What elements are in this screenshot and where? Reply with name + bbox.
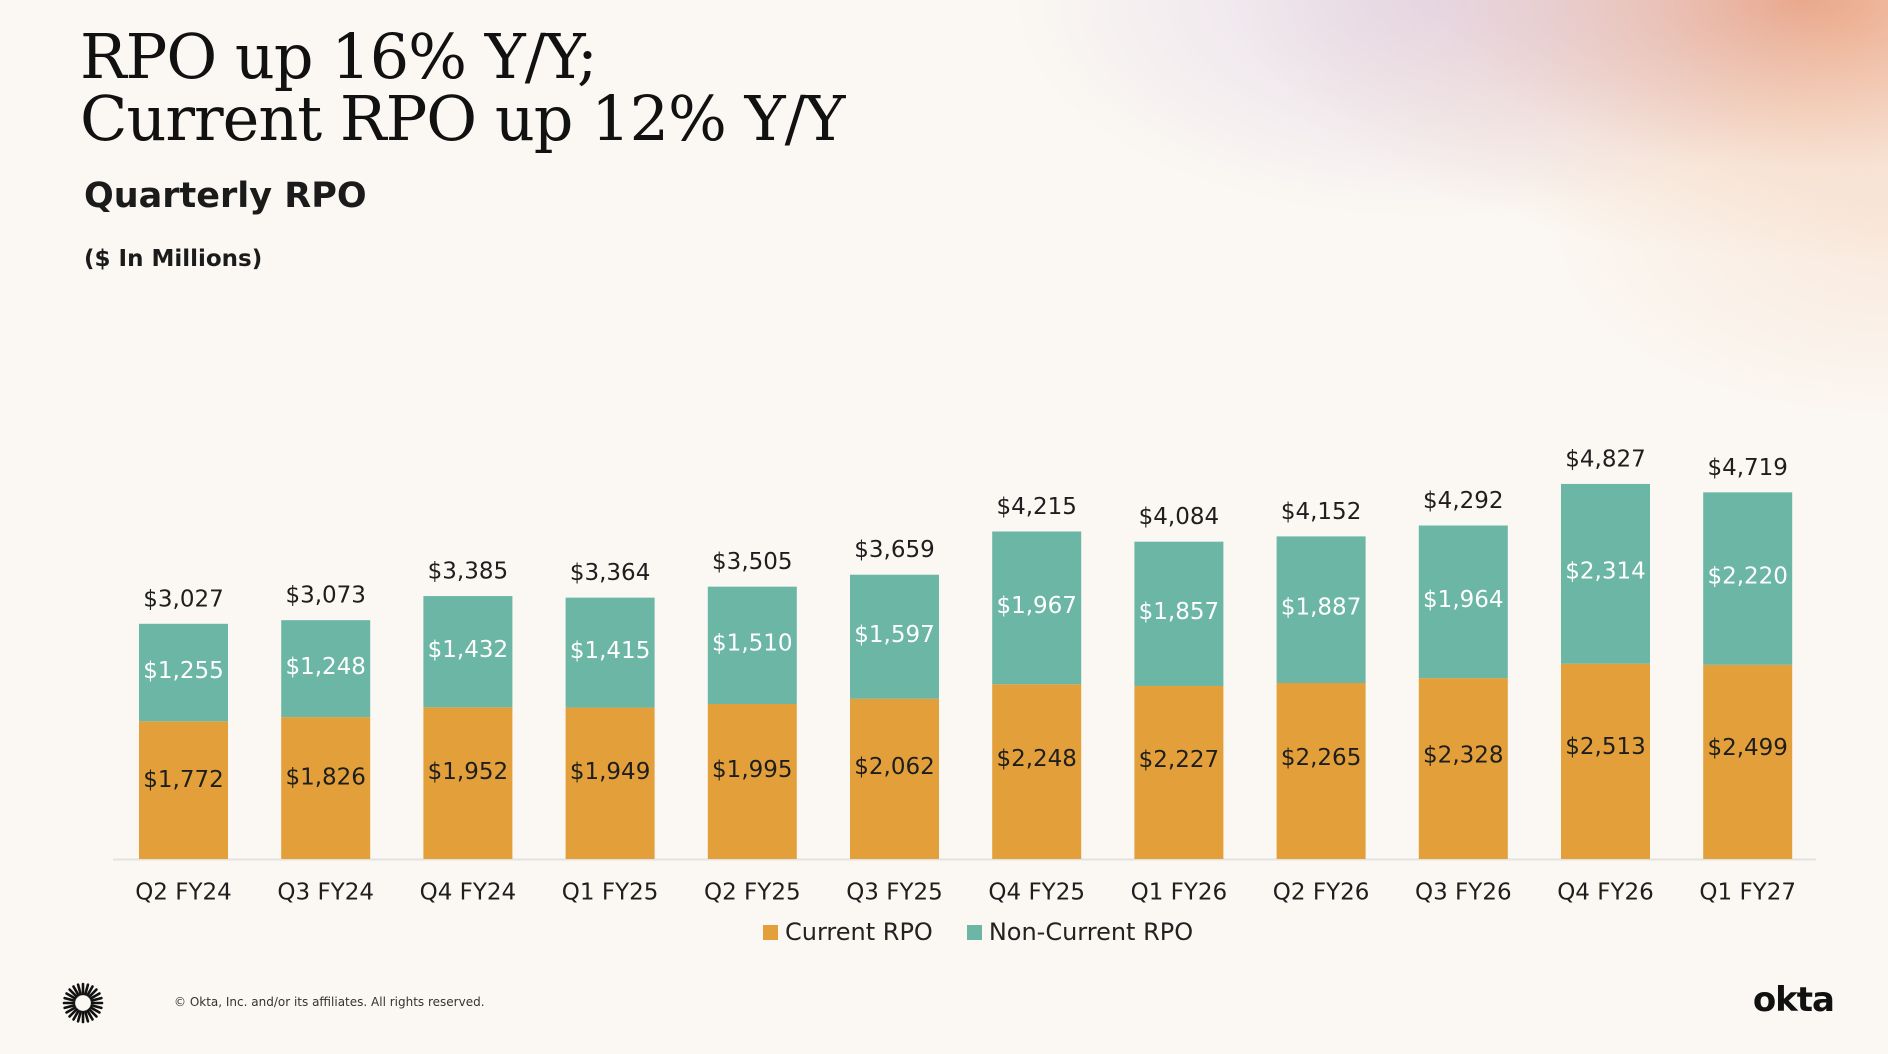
data-label-current-rpo: $1,952 bbox=[428, 759, 508, 785]
bar-non-current-rpo bbox=[707, 586, 797, 704]
title-line-1: RPO up 16% Y/Y; bbox=[80, 20, 598, 93]
data-label-non-current-rpo: $1,597 bbox=[854, 622, 934, 648]
data-label-total-rpo: $4,084 bbox=[1139, 504, 1219, 530]
bar-non-current-rpo bbox=[1276, 536, 1366, 684]
bar-non-current-rpo bbox=[281, 620, 371, 718]
data-label-current-rpo: $1,995 bbox=[712, 757, 792, 783]
data-label-current-rpo: $2,062 bbox=[854, 754, 934, 780]
x-tick-label: Q4 FY25 bbox=[988, 880, 1085, 906]
chart-units: ($ In Millions) bbox=[84, 246, 263, 272]
x-tick-label: Q1 FY27 bbox=[1699, 880, 1796, 906]
data-label-non-current-rpo: $1,887 bbox=[1281, 595, 1361, 621]
x-tick-label: Q3 FY26 bbox=[1415, 880, 1512, 906]
data-label-non-current-rpo: $1,255 bbox=[143, 658, 223, 684]
title-line-2: Current RPO up 12% Y/Y bbox=[80, 82, 845, 155]
copyright-text: © Okta, Inc. and/or its affiliates. All … bbox=[174, 995, 485, 1009]
bar-non-current-rpo bbox=[1561, 483, 1650, 664]
legend-swatch-current bbox=[763, 924, 778, 940]
data-label-total-rpo: $3,073 bbox=[285, 583, 365, 609]
okta-sunburst-icon bbox=[62, 982, 104, 1024]
bar-non-current-rpo bbox=[992, 531, 1082, 685]
bar-current-rpo bbox=[1703, 664, 1793, 859]
bar-current-rpo bbox=[423, 707, 513, 859]
x-tick-label: Q2 FY25 bbox=[704, 880, 801, 906]
data-label-total-rpo: $3,027 bbox=[143, 586, 223, 612]
data-label-total-rpo: $4,152 bbox=[1281, 499, 1361, 525]
bar-non-current-rpo bbox=[565, 597, 655, 708]
data-label-total-rpo: $4,215 bbox=[996, 494, 1076, 520]
chart-title: Quarterly RPO bbox=[84, 176, 367, 216]
x-tick-label: Q2 FY26 bbox=[1273, 880, 1370, 906]
data-label-non-current-rpo: $1,964 bbox=[1423, 587, 1503, 613]
bar-non-current-rpo bbox=[1418, 525, 1508, 679]
data-label-current-rpo: $2,499 bbox=[1707, 735, 1787, 761]
data-label-non-current-rpo: $1,967 bbox=[996, 593, 1076, 619]
bar-current-rpo bbox=[565, 707, 655, 859]
bar-current-rpo bbox=[992, 684, 1082, 859]
bar-current-rpo bbox=[139, 721, 228, 859]
bar-current-rpo bbox=[281, 717, 371, 859]
legend-item-current: Current RPO bbox=[763, 918, 933, 946]
legend-label-current: Current RPO bbox=[785, 918, 933, 946]
data-label-total-rpo: $3,364 bbox=[570, 560, 650, 586]
data-label-non-current-rpo: $1,510 bbox=[712, 631, 792, 657]
data-label-non-current-rpo: $2,314 bbox=[1565, 559, 1645, 585]
data-label-non-current-rpo: $1,248 bbox=[285, 654, 365, 680]
data-label-non-current-rpo: $1,432 bbox=[428, 637, 508, 663]
bar-non-current-rpo bbox=[423, 596, 513, 708]
data-label-non-current-rpo: $1,415 bbox=[570, 638, 650, 664]
data-label-total-rpo: $4,827 bbox=[1565, 446, 1645, 472]
x-tick-label: Q4 FY24 bbox=[420, 880, 517, 906]
data-label-current-rpo: $2,265 bbox=[1281, 745, 1361, 771]
chart-legend: Current RPO Non-Current RPO bbox=[763, 918, 1227, 946]
data-label-current-rpo: $2,227 bbox=[1139, 747, 1219, 773]
legend-label-non-current: Non-Current RPO bbox=[988, 918, 1194, 946]
data-label-total-rpo: $3,505 bbox=[712, 549, 792, 575]
data-label-current-rpo: $1,772 bbox=[143, 767, 223, 793]
data-label-total-rpo: $3,385 bbox=[428, 559, 508, 585]
data-label-current-rpo: $1,826 bbox=[285, 765, 365, 791]
bar-non-current-rpo bbox=[1134, 541, 1224, 686]
data-label-total-rpo: $4,292 bbox=[1423, 488, 1503, 514]
bar-non-current-rpo bbox=[1703, 492, 1793, 665]
bar-non-current-rpo bbox=[139, 623, 228, 722]
legend-item-non-current: Non-Current RPO bbox=[966, 918, 1194, 946]
bar-current-rpo bbox=[1418, 678, 1508, 859]
x-tick-label: Q3 FY25 bbox=[846, 880, 943, 906]
data-label-non-current-rpo: $1,857 bbox=[1139, 599, 1219, 625]
okta-logo: okta bbox=[1752, 980, 1835, 1020]
data-label-current-rpo: $1,949 bbox=[570, 759, 650, 785]
bar-current-rpo bbox=[707, 703, 797, 859]
legend-swatch-non-current bbox=[966, 924, 982, 940]
x-tick-label: Q3 FY24 bbox=[277, 880, 374, 906]
x-tick-label: Q4 FY26 bbox=[1557, 880, 1654, 906]
x-tick-label: Q1 FY25 bbox=[562, 880, 659, 906]
bar-current-rpo bbox=[850, 698, 939, 859]
data-label-current-rpo: $2,248 bbox=[996, 746, 1076, 772]
data-label-current-rpo: $2,328 bbox=[1423, 742, 1503, 768]
bar-current-rpo bbox=[1561, 663, 1650, 859]
bar-current-rpo bbox=[1134, 685, 1224, 859]
data-label-non-current-rpo: $2,220 bbox=[1707, 563, 1787, 589]
bar-current-rpo bbox=[1276, 683, 1366, 859]
slide-title: RPO up 16% Y/Y; Current RPO up 12% Y/Y bbox=[80, 20, 845, 155]
bar-non-current-rpo bbox=[850, 574, 939, 699]
data-label-current-rpo: $2,513 bbox=[1565, 734, 1645, 760]
data-label-total-rpo: $4,719 bbox=[1707, 455, 1787, 481]
x-tick-label: Q2 FY24 bbox=[135, 880, 232, 906]
x-tick-label: Q1 FY26 bbox=[1131, 880, 1228, 906]
data-label-total-rpo: $3,659 bbox=[854, 537, 934, 563]
